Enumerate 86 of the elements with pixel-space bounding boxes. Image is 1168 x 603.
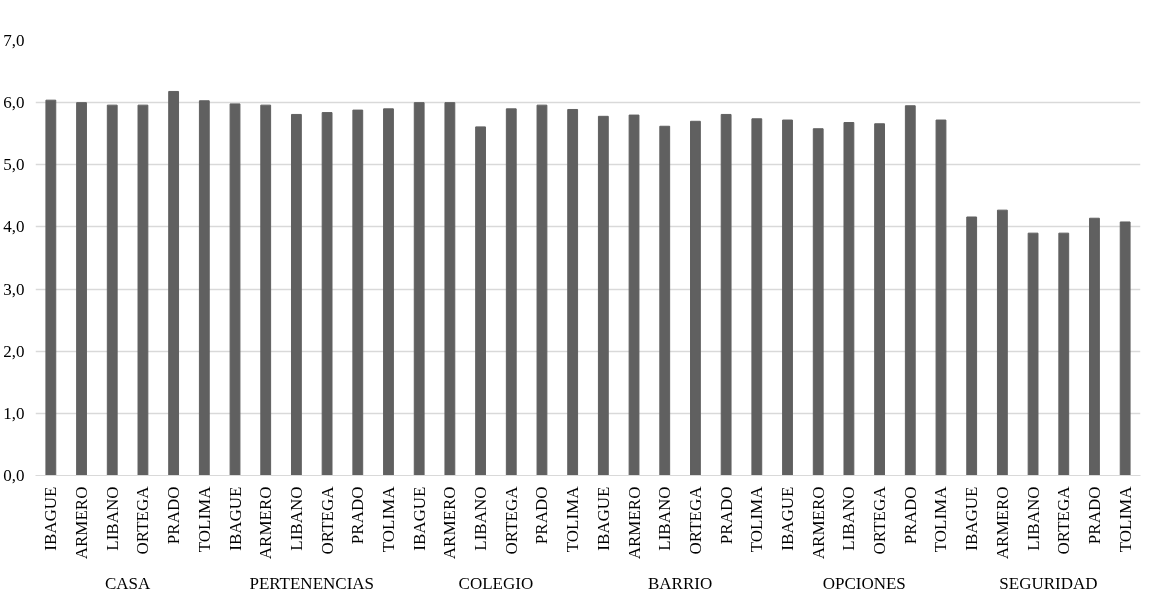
bar bbox=[1089, 217, 1100, 476]
x-tick-label: LIBANO bbox=[286, 486, 306, 551]
text: OPCIONES bbox=[822, 573, 906, 593]
bar bbox=[966, 216, 978, 476]
x-tick-label: IBAGUE bbox=[225, 486, 245, 551]
y-tick-label: 2,0 bbox=[3, 341, 25, 361]
x-tick-label: LIBANO bbox=[1023, 486, 1043, 551]
y-tick-label: 7,0 bbox=[3, 31, 25, 50]
text: COLEGIO bbox=[458, 573, 534, 593]
x-tick-label: TOLIMA bbox=[1115, 485, 1135, 553]
text: SEGURIDAD bbox=[999, 573, 1098, 593]
y-tick-label: 6,0 bbox=[3, 93, 25, 113]
bar bbox=[843, 122, 855, 476]
x-tick-label: IBAGUE bbox=[409, 486, 429, 551]
bar bbox=[628, 114, 640, 476]
x-tick-label: TOLIMA bbox=[747, 485, 767, 553]
bar bbox=[505, 108, 517, 476]
bar bbox=[812, 128, 824, 476]
bar bbox=[106, 104, 118, 476]
x-tick-label: PRADO bbox=[716, 486, 736, 545]
x-tick-label: TOLIMA bbox=[931, 485, 951, 553]
bar bbox=[1058, 232, 1070, 476]
bar bbox=[751, 118, 763, 476]
x-tick-label: TOLIMA bbox=[563, 485, 583, 553]
bar bbox=[659, 125, 671, 476]
bar bbox=[137, 104, 149, 476]
bar bbox=[536, 104, 548, 476]
bar bbox=[475, 126, 486, 476]
bar bbox=[383, 108, 394, 476]
bar bbox=[597, 115, 609, 476]
text: CASA bbox=[104, 573, 151, 593]
bar bbox=[290, 113, 302, 476]
bar bbox=[321, 112, 333, 476]
x-tick-label: IBAGUE bbox=[962, 486, 982, 551]
x-tick-label: ORTEGA bbox=[685, 485, 705, 555]
x-tick-label: PRADO bbox=[532, 486, 552, 545]
bar bbox=[168, 90, 180, 476]
y-tick-label: 5,0 bbox=[3, 155, 25, 175]
y-tick-label: 3,0 bbox=[3, 279, 25, 299]
bar bbox=[1027, 232, 1039, 476]
bar bbox=[45, 99, 57, 476]
bar bbox=[198, 100, 210, 476]
x-tick-label: PRADO bbox=[900, 486, 920, 545]
bar bbox=[352, 109, 364, 476]
y-tick-label: 4,0 bbox=[3, 217, 25, 237]
x-tick-label: PRADO bbox=[164, 486, 184, 545]
x-tick-label: ARMERO bbox=[440, 486, 460, 560]
x-tick-label: LIBANO bbox=[102, 486, 122, 551]
x-tick-label: ORTEGA bbox=[1054, 485, 1074, 555]
bar bbox=[567, 108, 579, 476]
x-tick-label: ARMERO bbox=[256, 486, 276, 560]
text: BARRIO bbox=[647, 573, 713, 593]
x-tick-label: ORTEGA bbox=[870, 485, 890, 555]
bar bbox=[874, 123, 886, 476]
x-tick-label: ARMERO bbox=[624, 486, 644, 560]
x-tick-label: ARMERO bbox=[72, 486, 92, 560]
bar bbox=[76, 102, 87, 476]
bar bbox=[690, 120, 701, 476]
y-tick-label: 0,0 bbox=[3, 466, 25, 485]
text: PERTENENCIAS bbox=[249, 573, 375, 593]
bar bbox=[904, 105, 916, 476]
x-tick-label: LIBANO bbox=[839, 486, 859, 551]
x-tick-label: ORTEGA bbox=[317, 485, 337, 555]
x-tick-label: IBAGUE bbox=[41, 486, 61, 551]
x-tick-label: ORTEGA bbox=[133, 485, 153, 555]
bar bbox=[413, 102, 425, 476]
bar bbox=[1119, 221, 1131, 476]
bar bbox=[720, 113, 732, 476]
bar bbox=[260, 104, 272, 476]
x-tick-label: TOLIMA bbox=[194, 485, 214, 553]
bar bbox=[782, 119, 793, 476]
bar bbox=[229, 103, 241, 476]
y-tick-label: 1,0 bbox=[3, 403, 25, 423]
x-tick-label: ARMERO bbox=[808, 486, 828, 560]
x-tick-label: IBAGUE bbox=[593, 486, 613, 551]
x-tick-label: LIBANO bbox=[471, 486, 491, 551]
x-tick-label: ORTEGA bbox=[501, 485, 521, 555]
bar bbox=[935, 119, 947, 476]
bar bbox=[444, 102, 456, 476]
x-tick-label: IBAGUE bbox=[778, 486, 798, 551]
x-tick-label: PRADO bbox=[1084, 486, 1104, 545]
x-tick-label: ARMERO bbox=[992, 486, 1012, 560]
bar bbox=[996, 209, 1008, 476]
x-tick-label: LIBANO bbox=[655, 486, 675, 551]
x-tick-label: TOLIMA bbox=[378, 485, 398, 553]
x-tick-label: PRADO bbox=[348, 486, 368, 545]
